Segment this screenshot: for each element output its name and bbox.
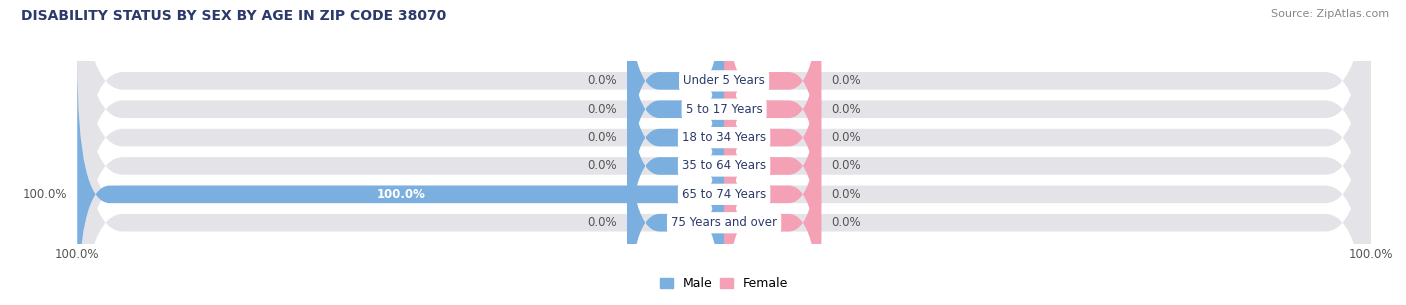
Text: Under 5 Years: Under 5 Years <box>683 74 765 87</box>
Text: 0.0%: 0.0% <box>588 216 617 229</box>
Text: Source: ZipAtlas.com: Source: ZipAtlas.com <box>1271 9 1389 19</box>
Text: DISABILITY STATUS BY SEX BY AGE IN ZIP CODE 38070: DISABILITY STATUS BY SEX BY AGE IN ZIP C… <box>21 9 446 23</box>
FancyBboxPatch shape <box>627 90 724 305</box>
Text: 0.0%: 0.0% <box>588 74 617 87</box>
FancyBboxPatch shape <box>77 0 1371 271</box>
FancyBboxPatch shape <box>77 0 1371 305</box>
Text: 18 to 34 Years: 18 to 34 Years <box>682 131 766 144</box>
Text: 0.0%: 0.0% <box>831 103 860 116</box>
Text: 0.0%: 0.0% <box>588 103 617 116</box>
FancyBboxPatch shape <box>77 33 1371 305</box>
FancyBboxPatch shape <box>724 5 821 271</box>
FancyBboxPatch shape <box>77 0 1371 299</box>
Text: 0.0%: 0.0% <box>588 131 617 144</box>
FancyBboxPatch shape <box>724 0 821 242</box>
FancyBboxPatch shape <box>627 5 724 271</box>
Text: 5 to 17 Years: 5 to 17 Years <box>686 103 762 116</box>
Text: 75 Years and over: 75 Years and over <box>671 216 778 229</box>
FancyBboxPatch shape <box>77 0 1371 305</box>
Text: 0.0%: 0.0% <box>831 216 860 229</box>
FancyBboxPatch shape <box>77 5 1371 305</box>
FancyBboxPatch shape <box>77 61 724 305</box>
Text: 65 to 74 Years: 65 to 74 Years <box>682 188 766 201</box>
Text: 0.0%: 0.0% <box>831 74 860 87</box>
Text: 0.0%: 0.0% <box>831 188 860 201</box>
Legend: Male, Female: Male, Female <box>655 272 793 295</box>
FancyBboxPatch shape <box>627 33 724 299</box>
FancyBboxPatch shape <box>724 33 821 299</box>
FancyBboxPatch shape <box>627 0 724 242</box>
Text: 0.0%: 0.0% <box>831 131 860 144</box>
Text: 100.0%: 100.0% <box>377 188 425 201</box>
FancyBboxPatch shape <box>724 90 821 305</box>
Text: 35 to 64 Years: 35 to 64 Years <box>682 160 766 172</box>
Text: 0.0%: 0.0% <box>588 160 617 172</box>
Text: 0.0%: 0.0% <box>831 160 860 172</box>
FancyBboxPatch shape <box>627 0 724 214</box>
FancyBboxPatch shape <box>724 61 821 305</box>
FancyBboxPatch shape <box>724 0 821 214</box>
Text: 100.0%: 100.0% <box>22 188 67 201</box>
